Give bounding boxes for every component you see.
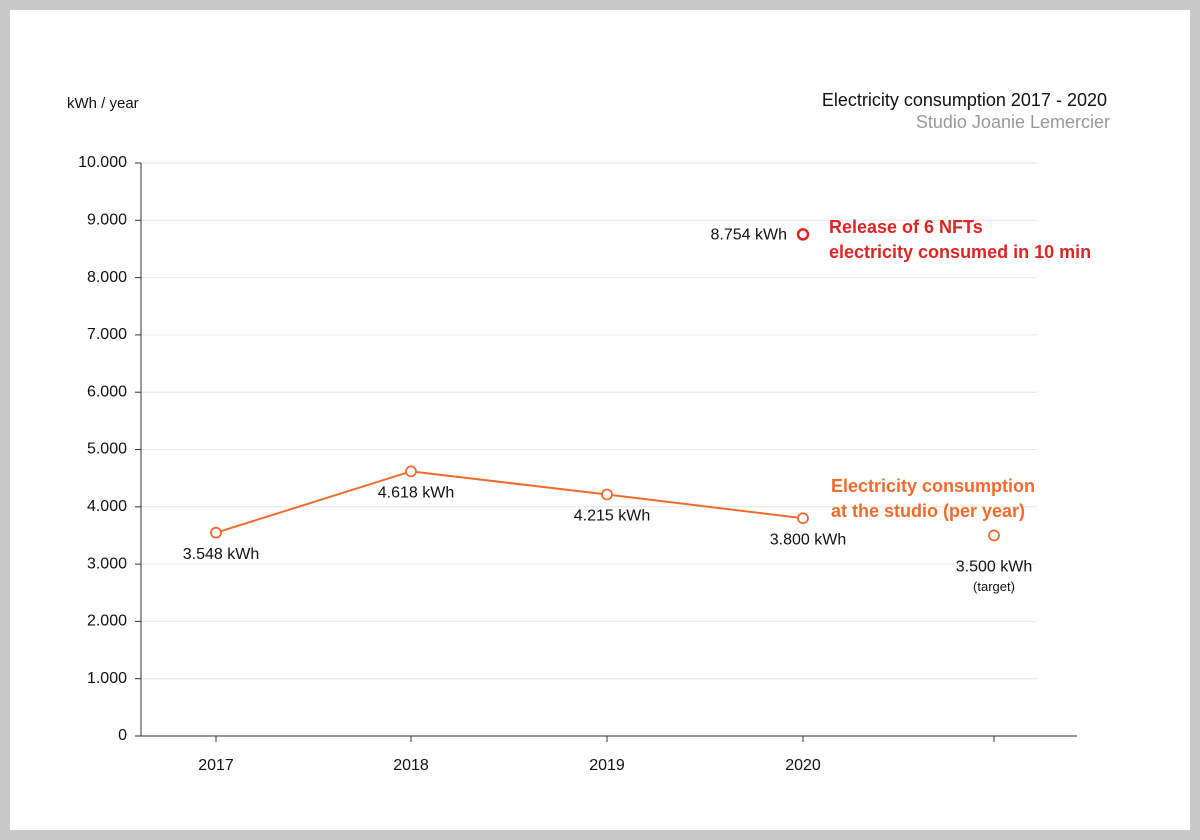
annotation: Release of 6 NFTs	[829, 217, 983, 237]
y-tick-label: 10.000	[78, 154, 127, 171]
annotation: electricity consumed in 10 min	[829, 242, 1091, 262]
y-tick-label: 7.000	[87, 326, 127, 343]
point	[796, 228, 810, 241]
y-tick-label: 8.000	[87, 269, 127, 286]
point	[210, 526, 222, 539]
annotation: Electricity consumption	[831, 476, 1035, 496]
y-tick-label: 1.000	[87, 670, 127, 687]
y-tick-label: 6.000	[87, 383, 127, 400]
point	[405, 465, 417, 478]
x-tick-label: 2018	[393, 757, 429, 774]
point	[988, 529, 1000, 542]
y-tick-label: 2.000	[87, 613, 127, 630]
value-label: 3.548 kWh	[183, 546, 259, 563]
y-tick-label: 4.000	[87, 498, 127, 515]
value-label: 3.500 kWh	[956, 559, 1032, 576]
value-label: 4.215 kWh	[574, 508, 650, 525]
annotation: at the studio (per year)	[831, 501, 1025, 521]
chart-subtitle: Studio Joanie Lemercier	[916, 112, 1110, 132]
point	[797, 512, 809, 525]
y-tick-label: 9.000	[87, 212, 127, 229]
panel	[10, 10, 1190, 830]
value-note: (target)	[973, 579, 1015, 594]
y-axis-label: kWh / year	[67, 95, 139, 112]
value-label: 4.618 kWh	[378, 485, 454, 502]
point	[601, 488, 613, 501]
x-tick-label: 2017	[198, 757, 234, 774]
y-tick-label: 0	[118, 727, 127, 744]
value-label: 8.754 kWh	[711, 227, 787, 244]
y-tick-label: 5.000	[87, 441, 127, 458]
series-line	[215, 470, 804, 534]
chart-title: Electricity consumption 2017 - 2020	[822, 90, 1107, 110]
value-label: 3.800 kWh	[770, 531, 846, 548]
x-tick-label: 2019	[589, 757, 625, 774]
y-tick-label: 3.000	[87, 555, 127, 572]
x-tick-label: 2020	[785, 757, 821, 774]
